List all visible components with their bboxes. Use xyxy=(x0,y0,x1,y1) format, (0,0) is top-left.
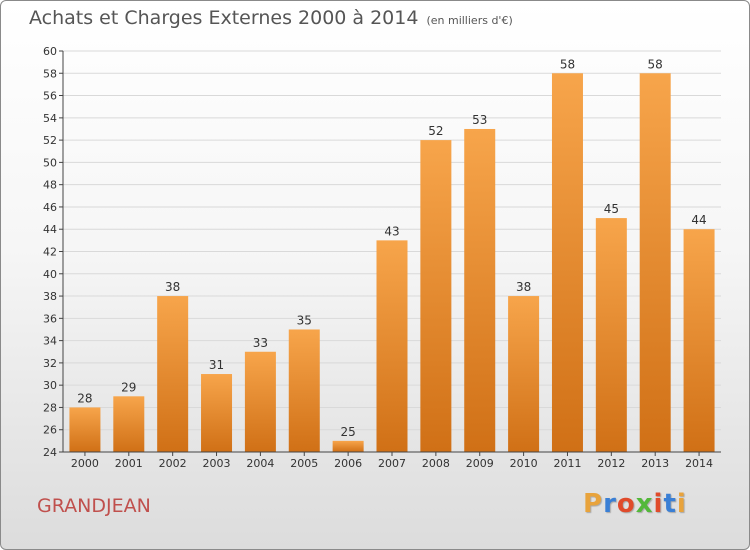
x-tick-label: 2001 xyxy=(115,457,143,470)
data-label: 58 xyxy=(648,57,663,71)
logo-letter: i xyxy=(653,489,664,519)
x-tick-label: 2012 xyxy=(597,457,625,470)
y-tick-label: 60 xyxy=(43,45,57,58)
bar-2006 xyxy=(332,440,364,452)
data-label: 25 xyxy=(340,425,355,439)
bar-2001 xyxy=(113,396,145,452)
data-label: 31 xyxy=(209,358,224,372)
x-tick-label: 2010 xyxy=(510,457,538,470)
y-tick-label: 40 xyxy=(43,268,57,281)
commune-name: GRANDJEAN xyxy=(37,495,151,517)
y-tick-label: 44 xyxy=(43,223,57,236)
x-tick-label: 2008 xyxy=(422,457,450,470)
bar-2012 xyxy=(595,218,627,452)
y-tick-label: 36 xyxy=(43,312,57,325)
x-tick-label: 2014 xyxy=(685,457,713,470)
labels: 24 26 28 30 32 34 36 38 40 42 44 46 48 50 52 54 56 58 60 28… xyxy=(43,45,713,470)
y-tick-label: 48 xyxy=(43,179,57,192)
bar-2011 xyxy=(551,73,583,453)
x-tick-label: 2003 xyxy=(203,457,231,470)
y-tick-label: 42 xyxy=(43,246,57,259)
y-tick-label: 32 xyxy=(43,357,57,370)
x-tick-label: 2011 xyxy=(553,457,581,470)
x-tick-label: 2002 xyxy=(159,457,187,470)
x-tick-label: 2013 xyxy=(641,457,669,470)
bars xyxy=(69,73,715,453)
logo-letter: t xyxy=(663,489,677,519)
y-tick-label: 34 xyxy=(43,335,57,348)
y-tick-label: 52 xyxy=(43,134,57,147)
y-tick-label: 46 xyxy=(43,201,57,214)
bar-2003 xyxy=(201,374,233,452)
bar-2007 xyxy=(376,240,408,452)
bar-2004 xyxy=(244,351,276,452)
y-tick-label: 24 xyxy=(43,446,57,459)
data-label: 58 xyxy=(560,57,575,71)
y-tick-label: 54 xyxy=(43,112,57,125)
chart-title: Achats et Charges Externes 2000 à 2014 (e… xyxy=(29,7,513,29)
bar-2009 xyxy=(464,128,496,452)
x-tick-label: 2005 xyxy=(290,457,318,470)
x-tick-label: 2006 xyxy=(334,457,362,470)
data-label: 28 xyxy=(77,391,92,405)
y-tick-label: 28 xyxy=(43,401,57,414)
data-label: 52 xyxy=(428,124,443,138)
data-label: 38 xyxy=(165,280,180,294)
x-tick-label: 2004 xyxy=(246,457,274,470)
data-label: 45 xyxy=(604,202,619,216)
data-label: 29 xyxy=(121,380,136,394)
bar-2014 xyxy=(683,229,715,452)
data-label: 43 xyxy=(384,224,399,238)
data-label: 33 xyxy=(253,336,268,350)
bar-2010 xyxy=(508,296,540,452)
logo-letter: P xyxy=(583,489,604,519)
logo-letter: i xyxy=(676,489,687,519)
axes xyxy=(59,50,721,456)
logo-letter: o xyxy=(616,489,636,519)
chart-title-text: Achats et Charges Externes 2000 à 2014 xyxy=(29,7,419,29)
data-label: 35 xyxy=(297,313,312,327)
y-tick-label: 38 xyxy=(43,290,57,303)
proxiti-logo: Proxiti xyxy=(583,489,687,519)
y-tick-label: 56 xyxy=(43,90,57,103)
x-tick-label: 2009 xyxy=(466,457,494,470)
chart-subtitle: (en milliers d'€) xyxy=(426,14,513,27)
x-tick-label: 2007 xyxy=(378,457,406,470)
bar-2008 xyxy=(420,140,452,452)
x-tick-label: 2000 xyxy=(71,457,99,470)
data-label: 53 xyxy=(472,113,487,127)
data-label: 44 xyxy=(691,213,706,227)
data-label: 38 xyxy=(516,280,531,294)
y-tick-label: 26 xyxy=(43,424,57,437)
bar-2002 xyxy=(157,296,189,452)
bar-2000 xyxy=(69,407,101,452)
logo-letter: r xyxy=(603,489,617,519)
y-tick-label: 30 xyxy=(43,379,57,392)
y-tick-label: 58 xyxy=(43,67,57,80)
bar-2013 xyxy=(639,73,671,453)
bar-2005 xyxy=(288,329,320,452)
logo-letter: x xyxy=(635,489,654,519)
y-tick-label: 50 xyxy=(43,156,57,169)
